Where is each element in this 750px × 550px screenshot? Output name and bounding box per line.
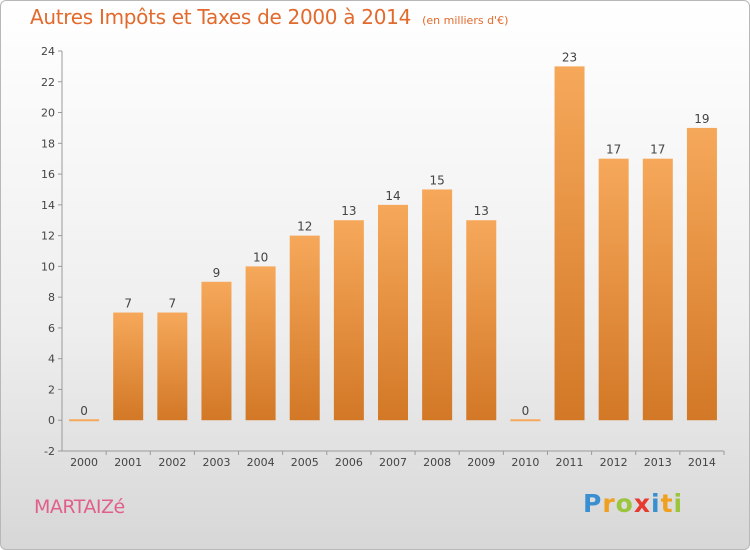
x-tick-label: 2011 [556, 456, 584, 469]
data-label: 17 [650, 143, 665, 157]
x-tick-label: 2005 [291, 456, 319, 469]
bar [289, 235, 320, 421]
x-tick-label: 2008 [423, 456, 451, 469]
bars [69, 66, 717, 422]
x-tick-label: 2009 [467, 456, 495, 469]
bar [422, 189, 453, 421]
logo-letter: t [660, 489, 674, 518]
logo-letter: o [615, 489, 634, 518]
bar [333, 220, 364, 421]
title-row: Autres Impôts et Taxes de 2000 à 2014 (e… [30, 5, 508, 29]
y-tick-label: 24 [41, 45, 55, 58]
y-tick-label: 0 [48, 414, 55, 427]
y-tick-label: 6 [48, 322, 55, 335]
y-tick-label: 20 [41, 107, 55, 120]
y-tick-label: 16 [41, 168, 55, 181]
x-tick-label: 2004 [247, 456, 275, 469]
y-tick-label: -2 [44, 445, 55, 458]
y-tick-label: 2 [48, 383, 55, 396]
chart-title: Autres Impôts et Taxes de 2000 à 2014 [30, 5, 411, 29]
commune-name: MARTAIZé [34, 496, 125, 518]
logo-letter: i [651, 489, 661, 518]
logo-letter: i [673, 489, 684, 518]
bar [157, 312, 188, 421]
logo-letter: P [583, 489, 603, 518]
bar [201, 281, 232, 421]
y-tick-label: 12 [41, 230, 55, 243]
bar [642, 158, 673, 421]
data-label: 10 [253, 250, 268, 264]
data-label: 14 [385, 189, 400, 203]
data-label: 13 [341, 204, 356, 218]
bar [113, 312, 144, 421]
bar [466, 220, 497, 421]
logo-letter: r [602, 489, 616, 518]
data-label: 13 [474, 204, 489, 218]
data-label: 17 [606, 143, 621, 157]
x-tick-label: 2000 [70, 456, 98, 469]
bar [245, 266, 276, 421]
data-label: 19 [694, 112, 709, 126]
y-tick-label: 22 [41, 76, 55, 89]
logo-letter: x [633, 489, 651, 518]
bar [598, 158, 629, 421]
data-label: 23 [562, 50, 577, 64]
data-label: 7 [124, 297, 132, 311]
y-tick-label: 8 [48, 291, 55, 304]
x-tick-label: 2006 [335, 456, 363, 469]
y-tick-label: 14 [41, 199, 55, 212]
chart-subtitle: (en milliers d'€) [422, 14, 509, 27]
x-tick-label: 2007 [379, 456, 407, 469]
x-tick-label: 2014 [688, 456, 716, 469]
x-tick-label: 2002 [158, 456, 186, 469]
x-tick-label: 2013 [644, 456, 672, 469]
x-tick-label: 2001 [114, 456, 142, 469]
data-label: 9 [213, 266, 221, 280]
y-tick-label: 18 [41, 137, 55, 150]
data-label: 0 [522, 404, 530, 418]
data-labels: 0 7 7 9 10 12 13 14 15 13 0 23 17 17 19 [80, 50, 709, 418]
y-tick-label: 10 [41, 260, 55, 273]
data-label: 12 [297, 220, 312, 234]
data-label: 0 [80, 404, 88, 418]
x-tick-label: 2010 [511, 456, 539, 469]
bar [686, 127, 717, 421]
data-label: 7 [169, 297, 177, 311]
y-tick-label: 4 [48, 353, 55, 366]
bar [378, 204, 408, 421]
data-label: 15 [429, 173, 444, 187]
proxiti-logo[interactable]: Proxiti [583, 489, 683, 518]
x-tick-label: 2003 [202, 456, 230, 469]
x-tick-label: 2012 [600, 456, 628, 469]
bar [554, 66, 585, 421]
